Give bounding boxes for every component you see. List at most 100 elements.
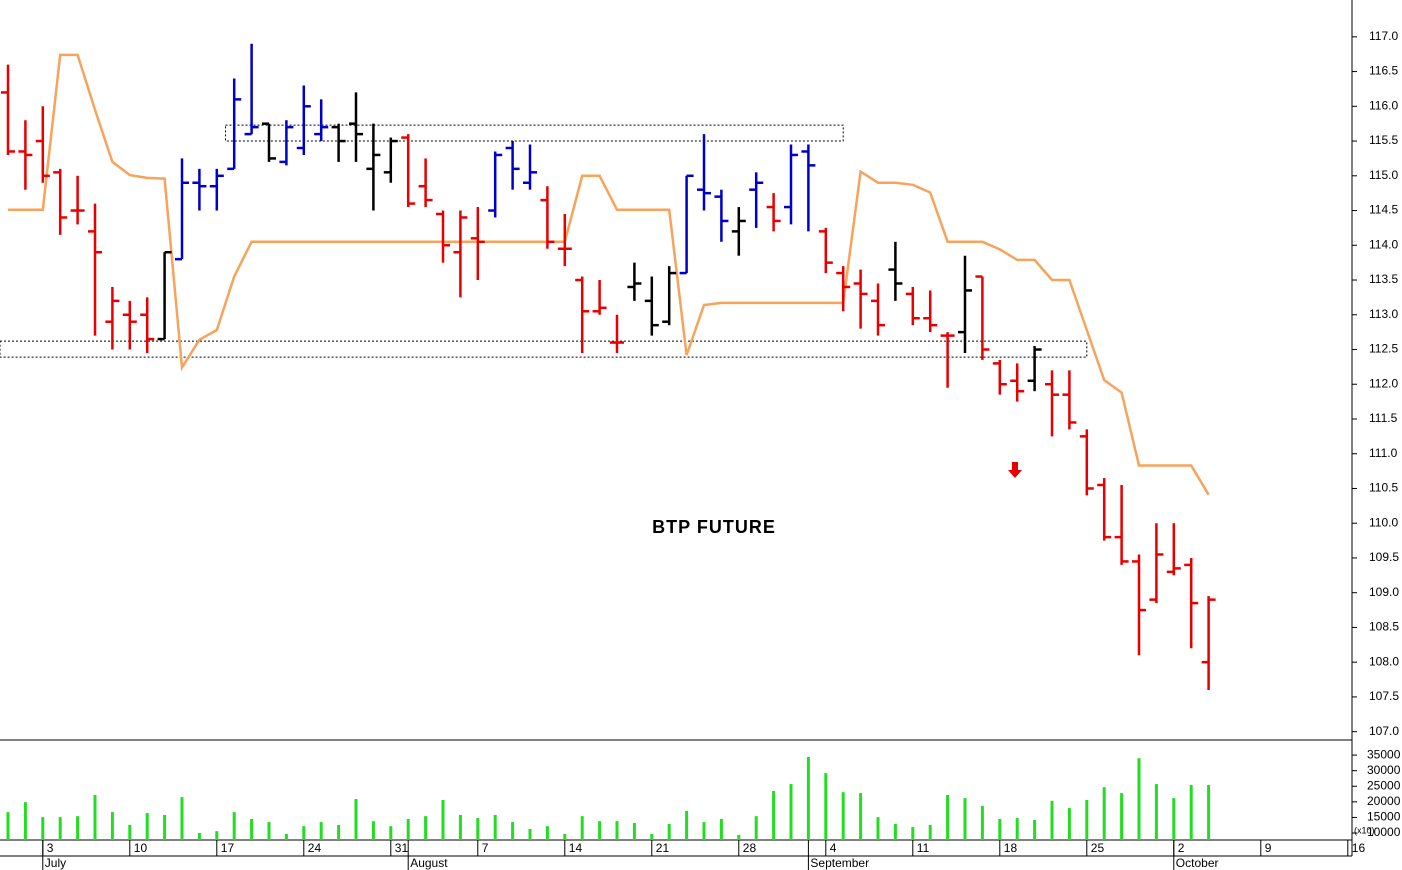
volume-bar: [911, 827, 915, 840]
volume-bar: [354, 799, 358, 840]
volume-bar: [667, 823, 671, 840]
volume-bar: [232, 812, 236, 840]
y-tick-label: 109.5: [1369, 550, 1399, 564]
volume-bar: [528, 828, 532, 840]
month-label: August: [410, 856, 448, 870]
volume-bar: [1207, 785, 1211, 840]
volume-bar: [859, 793, 863, 840]
x-tick-label: 14: [569, 841, 583, 855]
volume-bar: [754, 816, 758, 840]
x-tick-label: 28: [743, 841, 757, 855]
y-tick-label: 116.0: [1369, 98, 1398, 112]
y-tick-label: 113.0: [1369, 307, 1398, 321]
volume-bar: [1050, 800, 1054, 840]
volume-bar: [545, 826, 549, 840]
volume-bar: [893, 823, 897, 840]
volume-bar: [580, 816, 584, 840]
volume-bar: [267, 822, 271, 840]
volume-unit-note: (x10): [1354, 825, 1375, 835]
month-label: July: [45, 856, 66, 870]
volume-bar: [319, 822, 323, 840]
price-zone: [225, 124, 844, 142]
price-zone: [0, 340, 1088, 358]
volume-bar: [441, 799, 445, 840]
volume-bar: [789, 784, 793, 840]
volume-bar: [1102, 787, 1106, 840]
volume-bar: [946, 794, 950, 840]
y-tick-label: 112.0: [1369, 376, 1398, 390]
volume-tick-label: 30000: [1367, 763, 1401, 777]
volume-bar: [1154, 784, 1158, 840]
volume-bar: [1033, 819, 1037, 840]
volume-bar: [980, 805, 984, 840]
x-tick-label: 2: [1178, 841, 1185, 855]
volume-bar: [476, 818, 480, 840]
y-tick-label: 107.5: [1369, 689, 1399, 703]
volume-bar: [23, 802, 27, 840]
volume-bar: [406, 818, 410, 840]
volume-bar: [841, 792, 845, 840]
volume-bar: [458, 814, 462, 840]
volume-bar: [824, 773, 828, 840]
x-tick-label: 7: [482, 841, 489, 855]
y-tick-label: 111.0: [1369, 446, 1398, 460]
x-tick-label: 18: [1004, 841, 1018, 855]
volume-tick-label: 20000: [1367, 794, 1401, 808]
y-tick-label: 111.5: [1369, 411, 1398, 425]
volume-tick-label: 15000: [1367, 810, 1401, 824]
volume-bar: [6, 812, 10, 840]
month-label: October: [1176, 856, 1219, 870]
volume-bar: [215, 831, 219, 840]
volume-bar: [806, 756, 810, 840]
volume-bar: [76, 816, 80, 840]
y-tick-label: 115.5: [1369, 133, 1398, 147]
volume-bar: [389, 826, 393, 840]
volume-bar: [563, 833, 567, 840]
x-tick-label: 4: [830, 841, 837, 855]
y-tick-label: 113.5: [1369, 272, 1398, 286]
volume-bar: [128, 824, 132, 840]
volume-bar: [963, 798, 967, 840]
y-tick-label: 107.0: [1369, 724, 1399, 738]
x-tick-label: 24: [308, 841, 322, 855]
x-tick-label: 9: [1265, 841, 1272, 855]
volume-bar: [493, 814, 497, 840]
y-tick-label: 110.0: [1369, 515, 1398, 529]
volume-bar: [772, 790, 776, 840]
y-tick-label: 115.0: [1369, 168, 1398, 182]
x-tick-label: 3: [47, 841, 54, 855]
volume-bar: [424, 816, 428, 840]
x-tick-label: 11: [917, 841, 930, 855]
y-tick-label: 110.5: [1369, 481, 1398, 495]
y-tick-label: 117.0: [1369, 29, 1398, 43]
volume-bar: [598, 821, 602, 840]
x-tick-label: 31: [395, 841, 409, 855]
volume-bar: [1085, 799, 1089, 840]
volume-bar: [250, 818, 254, 840]
volume-bar: [615, 821, 619, 840]
y-tick-label: 114.0: [1369, 237, 1398, 251]
volume-bar: [58, 817, 62, 840]
volume-bar: [1015, 818, 1019, 840]
volume-tick-label: 35000: [1367, 747, 1401, 761]
x-tick-label: 21: [656, 841, 670, 855]
volume-bar: [876, 817, 880, 840]
volume-bar: [1189, 785, 1193, 840]
volume-bar: [650, 833, 654, 840]
volume-bar: [998, 818, 1002, 840]
y-tick-label: 112.5: [1369, 342, 1398, 356]
volume-bar: [1172, 798, 1176, 840]
stop-line: [8, 53, 1210, 496]
volume-bar: [702, 822, 706, 840]
y-tick-label: 116.5: [1369, 64, 1398, 78]
volume-bar: [719, 818, 723, 840]
volume-bar: [337, 824, 341, 840]
volume-bar: [1067, 808, 1071, 840]
y-tick-label: 114.5: [1369, 203, 1398, 217]
volume-bar: [302, 826, 306, 840]
volume-tick-label: 25000: [1367, 778, 1401, 792]
volume-bar: [197, 833, 201, 840]
volume-bar: [180, 797, 184, 840]
